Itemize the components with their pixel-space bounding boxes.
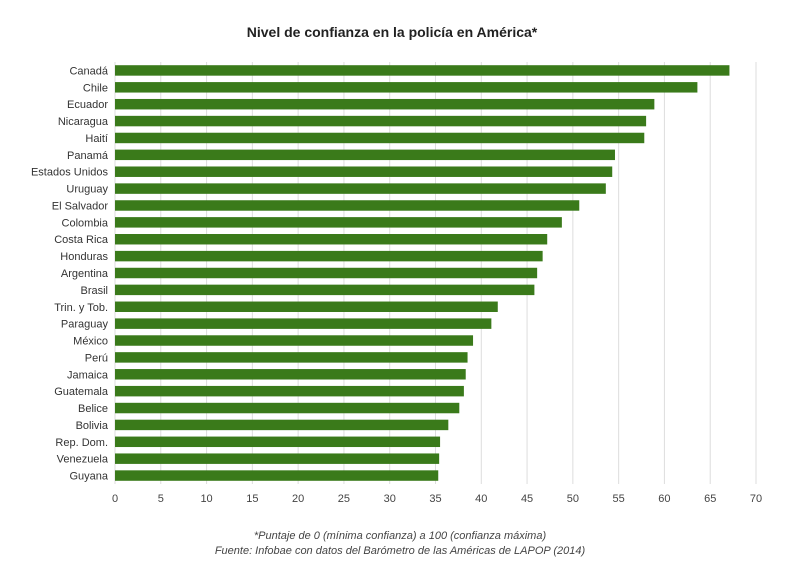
category-label: Chile — [83, 82, 108, 94]
bar — [115, 453, 440, 464]
category-label: Haití — [85, 133, 108, 145]
x-tick-label: 65 — [704, 493, 716, 505]
x-tick-label: 25 — [338, 493, 350, 505]
x-tick-label: 50 — [567, 493, 579, 505]
category-label: Venezuela — [57, 454, 109, 466]
category-labels: Canadá Chile Ecuador Nicaragua Haití Panamá Es… — [31, 65, 109, 482]
bar — [115, 149, 615, 161]
category-label: Jamaica — [67, 369, 109, 381]
bar — [115, 436, 441, 448]
bar — [115, 369, 466, 380]
category-label: El Salvador — [52, 200, 109, 212]
bar — [115, 301, 498, 312]
category-label: Canadá — [69, 65, 108, 77]
category-label: Bolivia — [76, 420, 109, 432]
bar — [115, 250, 543, 262]
category-label: Estados Unidos — [31, 167, 109, 179]
category-label: Paraguay — [61, 319, 109, 331]
bar — [115, 352, 468, 363]
bar — [115, 115, 647, 127]
bars — [115, 65, 730, 481]
category-label: Colombia — [62, 217, 109, 229]
category-label: Guatemala — [54, 386, 109, 398]
category-label: Honduras — [60, 251, 108, 263]
x-tick-label: 45 — [521, 493, 533, 505]
bar — [115, 385, 464, 397]
category-label: Rep. Dom. — [55, 437, 108, 449]
category-label: Brasil — [80, 285, 108, 297]
category-label: México — [73, 336, 108, 348]
bar — [115, 132, 645, 144]
x-tick-label: 0 — [112, 493, 118, 505]
bar — [115, 419, 449, 431]
x-tick-label: 55 — [613, 493, 625, 505]
category-label: Argentina — [61, 268, 109, 280]
category-label: Costa Rica — [54, 234, 109, 246]
chart-title: Nivel de confianza en la policía en Amér… — [247, 24, 538, 40]
category-label: Trin. y Tob. — [54, 302, 108, 314]
bar — [115, 183, 606, 194]
bar — [115, 402, 460, 414]
bar — [115, 267, 538, 279]
x-axis-ticks: 0 5 10 15 20 25 30 35 40 45 50 55 60 65 70 — [112, 493, 762, 505]
bar — [115, 98, 655, 110]
category-label: Panamá — [67, 150, 109, 162]
bar — [115, 65, 730, 76]
x-tick-label: 60 — [658, 493, 670, 505]
source-note: Fuente: Infobae con datos del Barómetro … — [215, 545, 586, 557]
category-label: Perú — [85, 352, 108, 364]
x-tick-label: 15 — [246, 493, 258, 505]
bar — [115, 470, 439, 481]
bar — [115, 284, 535, 296]
category-label: Guyana — [69, 471, 108, 483]
category-label: Nicaragua — [58, 116, 109, 128]
x-tick-label: 20 — [292, 493, 304, 505]
bar — [115, 335, 474, 346]
bar — [115, 234, 548, 245]
x-tick-label: 70 — [750, 493, 762, 505]
x-tick-label: 30 — [384, 493, 396, 505]
bar — [115, 166, 613, 177]
bar — [115, 82, 698, 93]
x-tick-label: 40 — [475, 493, 487, 505]
x-tick-label: 10 — [200, 493, 212, 505]
category-label: Belice — [78, 403, 108, 415]
footnote: *Puntaje de 0 (mínima confianza) a 100 (… — [254, 530, 547, 542]
category-label: Uruguay — [66, 184, 108, 196]
bar — [115, 200, 580, 211]
x-tick-label: 5 — [158, 493, 164, 505]
category-label: Ecuador — [67, 99, 108, 111]
bar — [115, 318, 492, 329]
x-tick-label: 35 — [429, 493, 441, 505]
bar — [115, 217, 562, 228]
